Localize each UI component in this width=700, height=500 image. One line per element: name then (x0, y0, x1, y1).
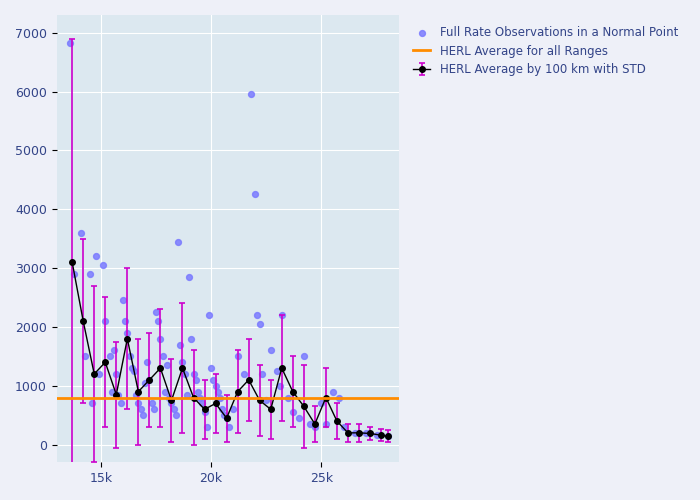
Full Rate Observations in a Normal Point (162, 361, 173, 369)
Full Rate Observations in a Normal Point (287, 408, 298, 416)
Full Rate Observations in a Normal Point (186, 334, 197, 342)
Full Rate Observations in a Normal Point (214, 394, 225, 402)
Full Rate Observations in a Normal Point (232, 352, 243, 360)
Full Rate Observations in a Normal Point (141, 358, 153, 366)
Full Rate Observations in a Normal Point (201, 423, 212, 431)
Full Rate Observations in a Normal Point (294, 414, 305, 422)
Full Rate Observations in a Normal Point (113, 390, 124, 398)
Full Rate Observations in a Normal Point (128, 367, 139, 375)
Full Rate Observations in a Normal Point (349, 429, 360, 437)
Full Rate Observations in a Normal Point (327, 388, 338, 396)
Full Rate Observations in a Normal Point (272, 367, 283, 375)
Full Rate Observations in a Normal Point (120, 317, 131, 325)
Full Rate Observations in a Normal Point (133, 400, 144, 407)
Full Rate Observations in a Normal Point (122, 329, 133, 337)
Full Rate Observations in a Normal Point (221, 414, 232, 422)
Full Rate Observations in a Normal Point (150, 308, 162, 316)
Full Rate Observations in a Normal Point (193, 388, 204, 396)
Full Rate Observations in a Normal Point (210, 382, 221, 390)
Full Rate Observations in a Normal Point (135, 406, 146, 413)
Full Rate Observations in a Normal Point (316, 400, 327, 407)
Full Rate Observations in a Normal Point (159, 388, 170, 396)
Full Rate Observations in a Normal Point (170, 411, 181, 419)
Full Rate Observations in a Normal Point (265, 346, 276, 354)
Full Rate Observations in a Normal Point (223, 423, 235, 431)
Full Rate Observations in a Normal Point (175, 340, 186, 348)
Full Rate Observations in a Normal Point (166, 400, 177, 407)
Full Rate Observations in a Normal Point (108, 346, 120, 354)
Full Rate Observations in a Normal Point (309, 423, 321, 431)
Full Rate Observations in a Normal Point (195, 394, 206, 402)
Full Rate Observations in a Normal Point (76, 229, 87, 237)
Full Rate Observations in a Normal Point (197, 400, 208, 407)
Full Rate Observations in a Normal Point (338, 423, 349, 431)
Full Rate Observations in a Normal Point (304, 420, 316, 428)
Full Rate Observations in a Normal Point (208, 376, 219, 384)
Full Rate Observations in a Normal Point (118, 296, 129, 304)
Full Rate Observations in a Normal Point (155, 334, 166, 342)
Full Rate Observations in a Normal Point (371, 430, 382, 438)
Full Rate Observations in a Normal Point (137, 411, 148, 419)
Full Rate Observations in a Normal Point (157, 352, 168, 360)
Full Rate Observations in a Normal Point (80, 352, 91, 360)
Full Rate Observations in a Normal Point (69, 270, 80, 278)
Full Rate Observations in a Normal Point (199, 408, 210, 416)
Full Rate Observations in a Normal Point (274, 382, 285, 390)
Full Rate Observations in a Normal Point (181, 390, 193, 398)
Full Rate Observations in a Normal Point (204, 311, 215, 319)
Full Rate Observations in a Normal Point (148, 406, 160, 413)
Full Rate Observations in a Normal Point (111, 370, 122, 378)
Full Rate Observations in a Normal Point (106, 388, 118, 396)
Full Rate Observations in a Normal Point (139, 379, 150, 387)
Full Rate Observations in a Normal Point (298, 352, 309, 360)
Full Rate Observations in a Normal Point (177, 358, 188, 366)
Full Rate Observations in a Normal Point (276, 311, 288, 319)
Full Rate Observations in a Normal Point (260, 396, 272, 404)
Full Rate Observations in a Normal Point (164, 394, 175, 402)
Full Rate Observations in a Normal Point (360, 429, 371, 437)
Full Rate Observations in a Normal Point (179, 370, 190, 378)
Full Rate Observations in a Normal Point (212, 388, 223, 396)
Full Rate Observations in a Normal Point (93, 370, 104, 378)
Full Rate Observations in a Normal Point (250, 190, 261, 198)
Full Rate Observations in a Normal Point (183, 273, 195, 281)
Full Rate Observations in a Normal Point (228, 406, 239, 413)
Full Rate Observations in a Normal Point (126, 364, 137, 372)
Full Rate Observations in a Normal Point (115, 400, 126, 407)
Full Rate Observations in a Normal Point (382, 432, 393, 440)
Full Rate Observations in a Normal Point (239, 370, 250, 378)
Full Rate Observations in a Normal Point (256, 370, 267, 378)
Full Rate Observations in a Normal Point (190, 376, 202, 384)
Full Rate Observations in a Normal Point (144, 376, 155, 384)
Full Rate Observations in a Normal Point (168, 406, 179, 413)
Full Rate Observations in a Normal Point (321, 420, 332, 428)
Full Rate Observations in a Normal Point (64, 39, 76, 47)
Full Rate Observations in a Normal Point (153, 317, 164, 325)
Full Rate Observations in a Normal Point (283, 394, 294, 402)
Full Rate Observations in a Normal Point (86, 400, 97, 407)
Full Rate Observations in a Normal Point (188, 370, 199, 378)
Full Rate Observations in a Normal Point (130, 390, 141, 398)
Full Rate Observations in a Normal Point (206, 364, 217, 372)
Full Rate Observations in a Normal Point (245, 90, 256, 98)
Full Rate Observations in a Normal Point (146, 400, 158, 407)
Legend: Full Rate Observations in a Normal Point, HERL Average for all Ranges, HERL Aver: Full Rate Observations in a Normal Point… (408, 21, 683, 81)
Full Rate Observations in a Normal Point (124, 352, 135, 360)
Full Rate Observations in a Normal Point (216, 406, 228, 413)
Full Rate Observations in a Normal Point (172, 238, 183, 246)
Full Rate Observations in a Normal Point (84, 270, 95, 278)
Full Rate Observations in a Normal Point (252, 311, 263, 319)
Full Rate Observations in a Normal Point (99, 317, 111, 325)
Full Rate Observations in a Normal Point (97, 261, 108, 269)
Full Rate Observations in a Normal Point (91, 252, 102, 260)
Full Rate Observations in a Normal Point (104, 352, 116, 360)
Full Rate Observations in a Normal Point (333, 394, 344, 402)
Full Rate Observations in a Normal Point (219, 411, 230, 419)
Full Rate Observations in a Normal Point (254, 320, 265, 328)
